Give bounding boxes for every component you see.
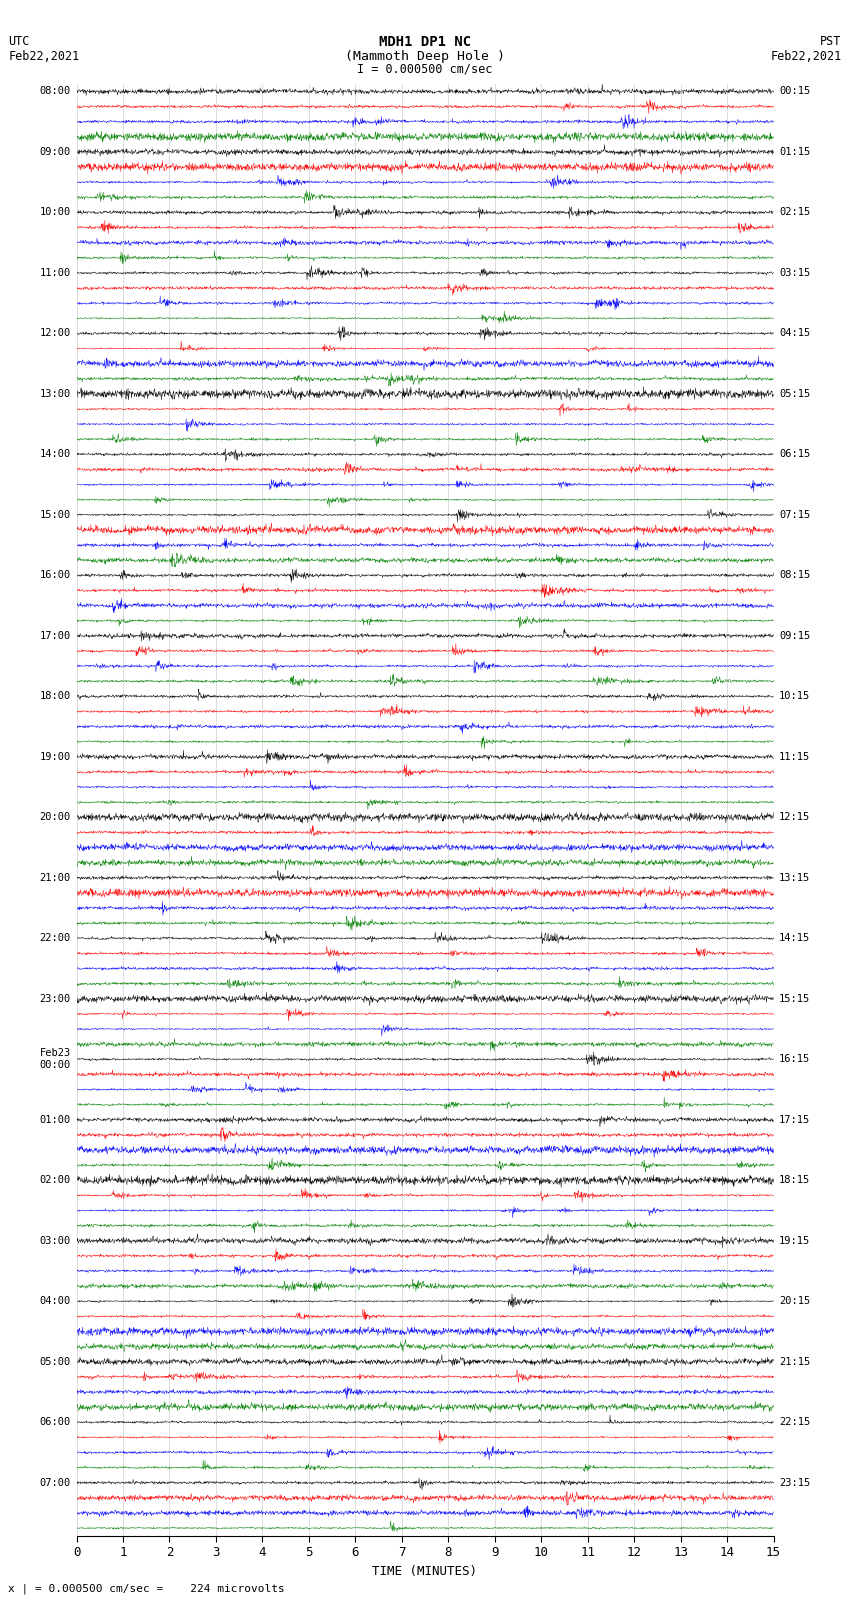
Text: 23:00: 23:00 — [40, 994, 71, 1003]
Text: UTC
Feb22,2021: UTC Feb22,2021 — [8, 35, 80, 63]
Text: 16:00: 16:00 — [40, 571, 71, 581]
Text: 16:15: 16:15 — [779, 1055, 810, 1065]
Text: 08:00: 08:00 — [40, 87, 71, 97]
Text: 20:00: 20:00 — [40, 813, 71, 823]
Text: 13:00: 13:00 — [40, 389, 71, 398]
Text: 18:00: 18:00 — [40, 692, 71, 702]
Text: 22:15: 22:15 — [779, 1418, 810, 1428]
Text: 07:15: 07:15 — [779, 510, 810, 519]
X-axis label: TIME (MINUTES): TIME (MINUTES) — [372, 1565, 478, 1578]
Text: 02:00: 02:00 — [40, 1176, 71, 1186]
Text: 23:15: 23:15 — [779, 1478, 810, 1487]
Text: 14:15: 14:15 — [779, 934, 810, 944]
Text: 09:00: 09:00 — [40, 147, 71, 156]
Text: 13:15: 13:15 — [779, 873, 810, 882]
Text: 05:00: 05:00 — [40, 1357, 71, 1366]
Text: 02:15: 02:15 — [779, 208, 810, 218]
Text: 20:15: 20:15 — [779, 1297, 810, 1307]
Text: MDH1 DP1 NC: MDH1 DP1 NC — [379, 35, 471, 50]
Text: 11:00: 11:00 — [40, 268, 71, 277]
Text: 00:15: 00:15 — [779, 87, 810, 97]
Text: 03:00: 03:00 — [40, 1236, 71, 1245]
Text: x | = 0.000500 cm/sec =    224 microvolts: x | = 0.000500 cm/sec = 224 microvolts — [8, 1582, 286, 1594]
Text: 14:00: 14:00 — [40, 450, 71, 460]
Text: 12:15: 12:15 — [779, 813, 810, 823]
Text: 21:15: 21:15 — [779, 1357, 810, 1366]
Text: 05:15: 05:15 — [779, 389, 810, 398]
Text: 09:15: 09:15 — [779, 631, 810, 640]
Text: 10:00: 10:00 — [40, 208, 71, 218]
Text: 04:00: 04:00 — [40, 1297, 71, 1307]
Text: 15:00: 15:00 — [40, 510, 71, 519]
Text: 06:00: 06:00 — [40, 1418, 71, 1428]
Text: Feb23
00:00: Feb23 00:00 — [40, 1048, 71, 1069]
Text: 17:00: 17:00 — [40, 631, 71, 640]
Text: 08:15: 08:15 — [779, 571, 810, 581]
Text: 06:15: 06:15 — [779, 450, 810, 460]
Text: 12:00: 12:00 — [40, 329, 71, 339]
Text: 18:15: 18:15 — [779, 1176, 810, 1186]
Text: PST
Feb22,2021: PST Feb22,2021 — [770, 35, 842, 63]
Text: 17:15: 17:15 — [779, 1115, 810, 1124]
Text: 01:15: 01:15 — [779, 147, 810, 156]
Text: I = 0.000500 cm/sec: I = 0.000500 cm/sec — [357, 63, 493, 76]
Text: 19:00: 19:00 — [40, 752, 71, 761]
Text: 04:15: 04:15 — [779, 329, 810, 339]
Text: 10:15: 10:15 — [779, 692, 810, 702]
Text: (Mammoth Deep Hole ): (Mammoth Deep Hole ) — [345, 50, 505, 63]
Text: 03:15: 03:15 — [779, 268, 810, 277]
Text: 21:00: 21:00 — [40, 873, 71, 882]
Text: 07:00: 07:00 — [40, 1478, 71, 1487]
Text: 11:15: 11:15 — [779, 752, 810, 761]
Text: 19:15: 19:15 — [779, 1236, 810, 1245]
Text: 01:00: 01:00 — [40, 1115, 71, 1124]
Text: 22:00: 22:00 — [40, 934, 71, 944]
Text: 15:15: 15:15 — [779, 994, 810, 1003]
